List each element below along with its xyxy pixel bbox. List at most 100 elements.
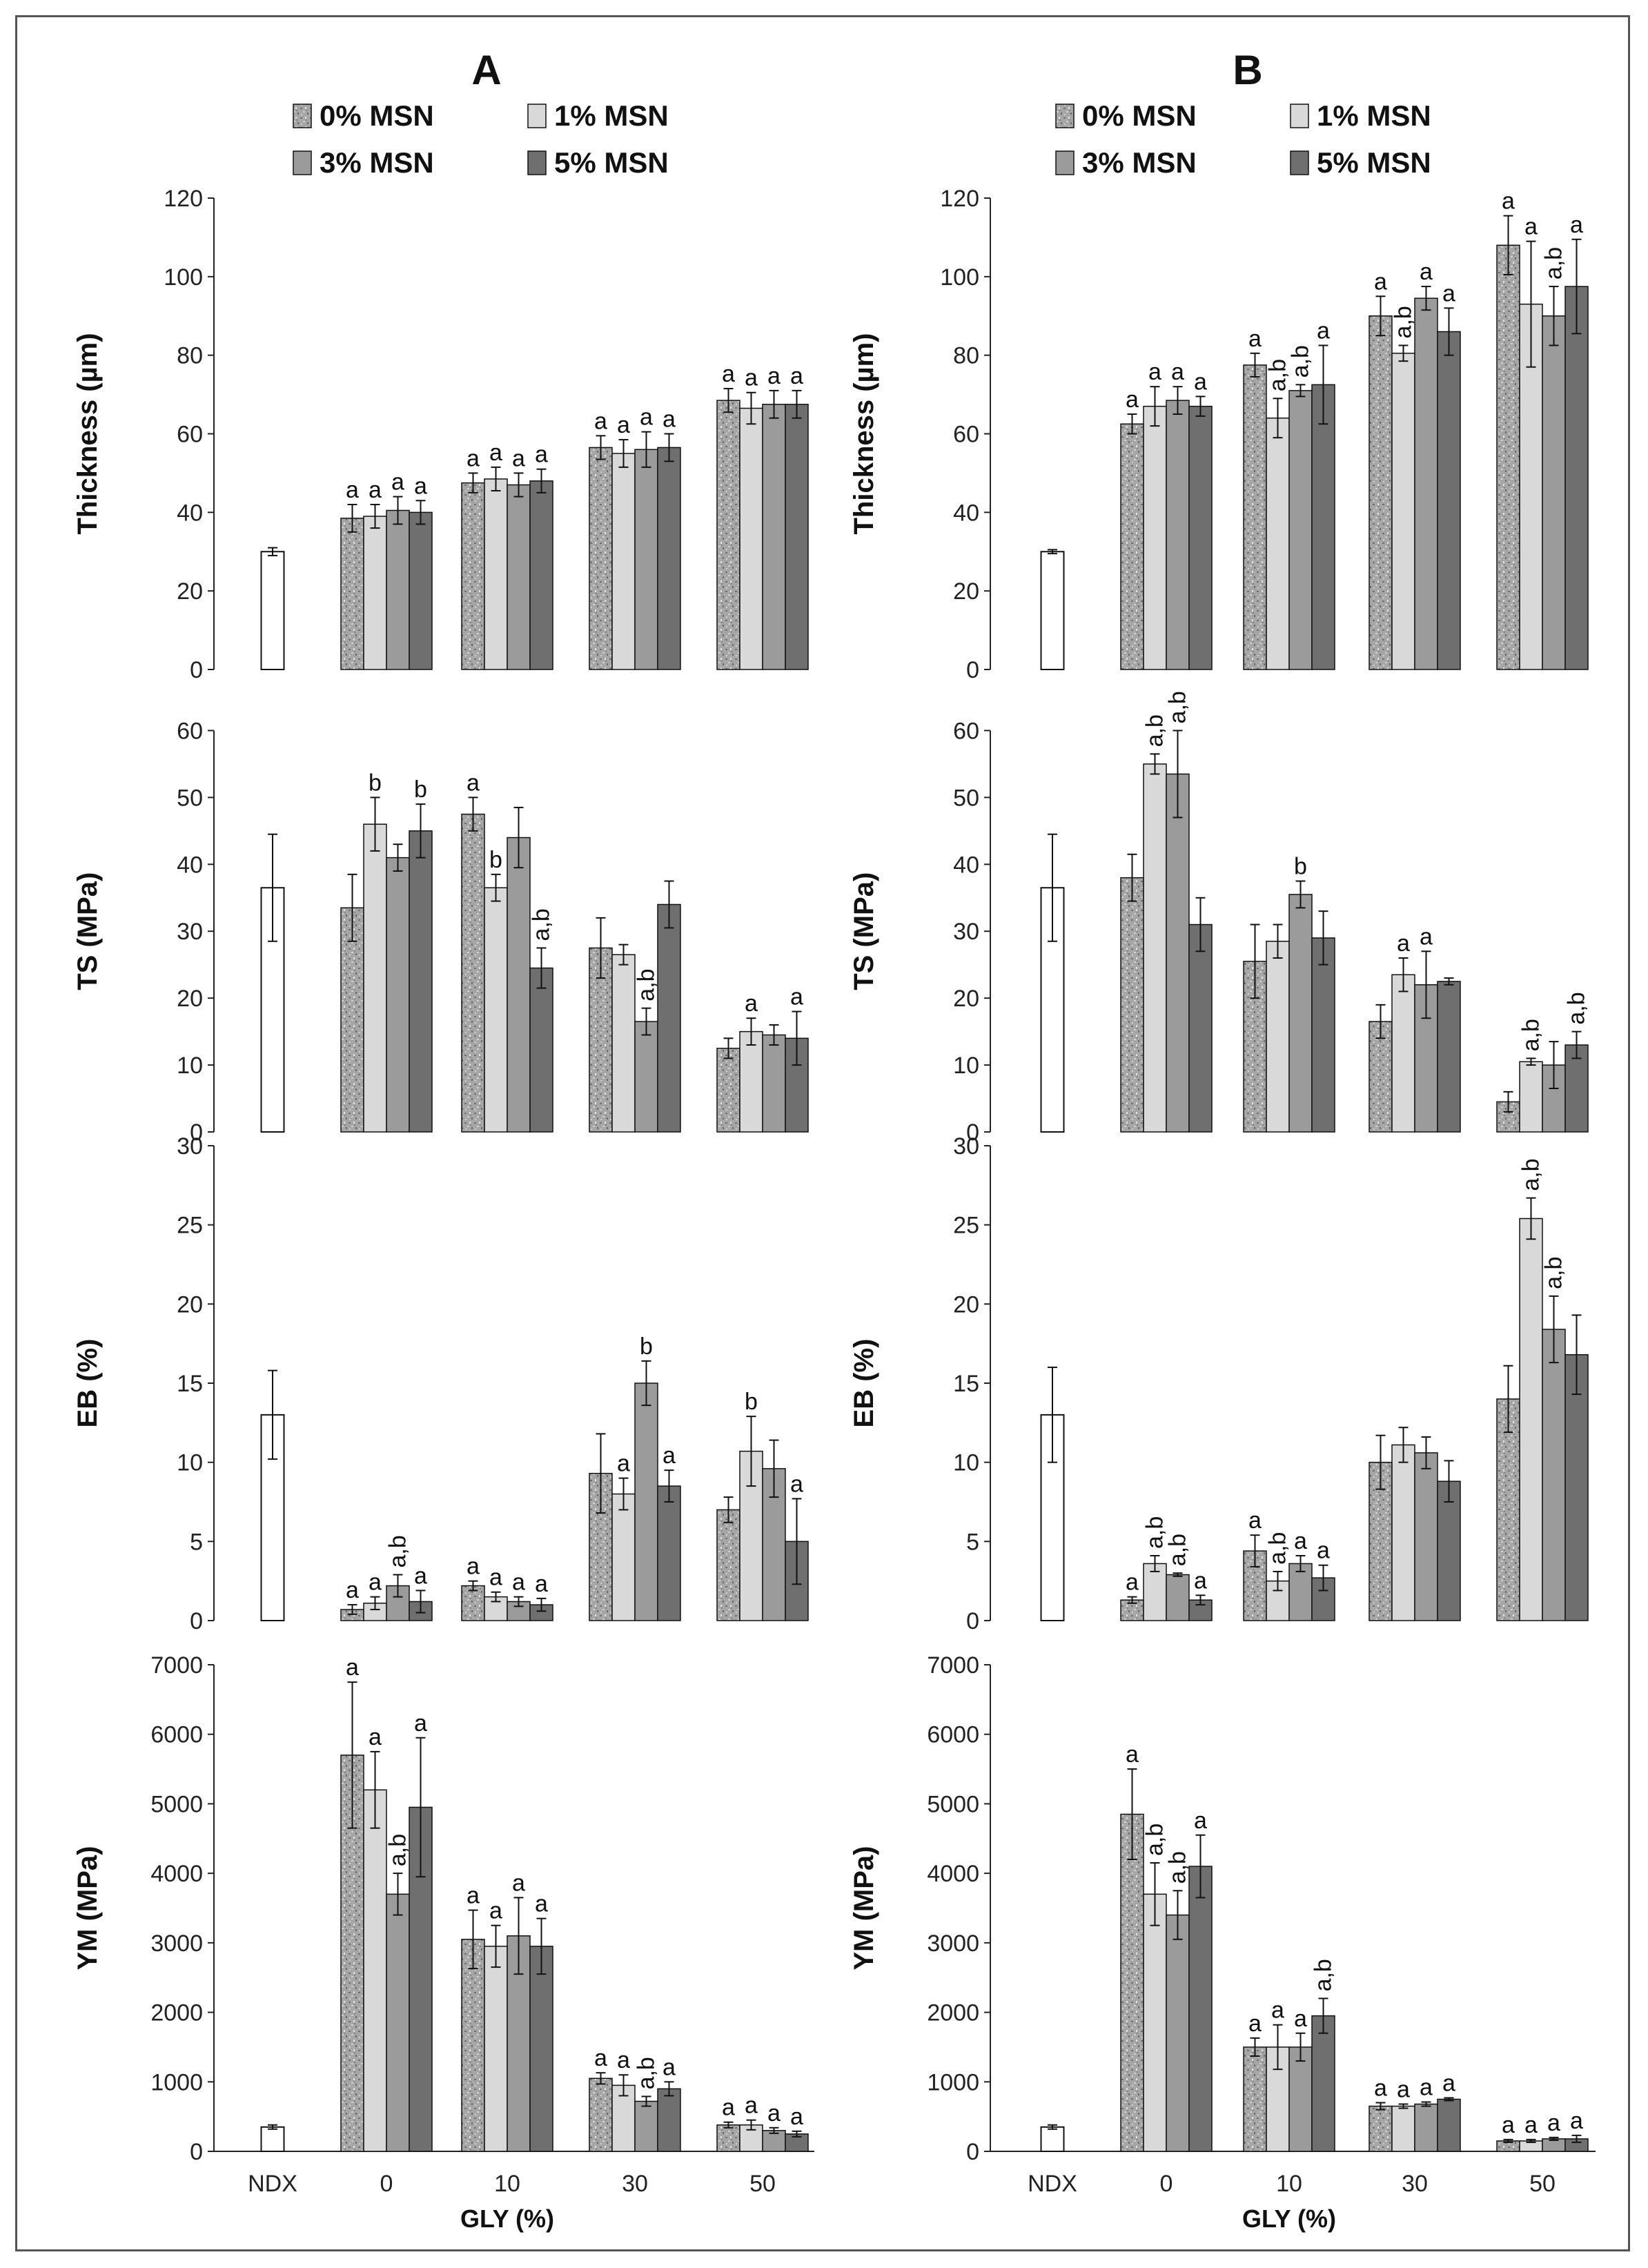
y-tick-label: 120 xyxy=(940,186,979,212)
significance-label: a,b xyxy=(634,2057,660,2089)
y-tick-label: 30 xyxy=(177,1133,203,1160)
y-tick-label: 0 xyxy=(966,657,979,683)
x-tick-label: 10 xyxy=(1276,2171,1302,2197)
y-tick-label: 10 xyxy=(177,1450,203,1476)
significance-label: a xyxy=(1126,1741,1139,1768)
y-tick-label: 40 xyxy=(177,500,203,526)
bar-1-msn xyxy=(1391,1444,1415,1621)
y-tick-label: 5 xyxy=(190,1529,203,1555)
significance-label: a xyxy=(617,412,630,438)
bar-0-msn xyxy=(716,2124,740,2152)
bar-ndx xyxy=(260,2126,285,2152)
bar-1-msn xyxy=(1391,974,1415,1133)
panel-a-ym: 0 1000 2000 3000 4000 5000 6000 7000 YM (MPa) NDX… xyxy=(72,1652,814,2233)
y-tick-label: 80 xyxy=(953,343,979,369)
significance-label: a xyxy=(745,2093,758,2119)
y-axis-title: TS (MPa) xyxy=(72,872,103,990)
significance-label: a xyxy=(512,1570,525,1596)
y-tick-label: 0 xyxy=(966,1120,979,1146)
y-axis-title: YM (MPa) xyxy=(849,1846,879,1971)
bar-1-msn xyxy=(1266,941,1290,1133)
y-tick-label: 0 xyxy=(190,2139,203,2165)
bar-3-msn xyxy=(634,449,658,670)
legend-swatch xyxy=(1290,104,1309,128)
bar-0-msn xyxy=(461,813,485,1133)
y-tick-label: 30 xyxy=(177,919,203,945)
y-tick-label: 50 xyxy=(953,785,979,811)
significance-label: a xyxy=(790,2104,803,2130)
y-tick-label: 40 xyxy=(953,852,979,878)
bar-5-msn xyxy=(1564,1044,1589,1133)
legend-entry: 3% MSN xyxy=(320,146,434,179)
legend-swatch xyxy=(1290,150,1309,175)
y-tick-label: 15 xyxy=(177,1371,203,1397)
significance-label: a xyxy=(1502,2112,1515,2138)
significance-label: a xyxy=(1294,1528,1307,1554)
significance-label: a xyxy=(1194,369,1207,395)
bar-3-msn xyxy=(386,857,410,1133)
significance-label: a xyxy=(767,363,781,389)
y-tick-label: 60 xyxy=(177,718,203,744)
bar-3-msn xyxy=(386,1893,410,2152)
bar-5-msn xyxy=(657,447,681,670)
legend-entry: 1% MSN xyxy=(554,99,669,132)
bar-5-msn xyxy=(1188,1866,1213,2152)
bar-5-msn xyxy=(409,830,433,1133)
significance-label: a xyxy=(594,2045,607,2071)
bar-3-msn xyxy=(1542,315,1566,670)
significance-label: a,b xyxy=(1142,1824,1168,1856)
bar-1-msn xyxy=(611,954,636,1133)
significance-label: a xyxy=(346,477,359,503)
y-tick-label: 0 xyxy=(190,1608,203,1634)
y-tick-label: 20 xyxy=(177,986,203,1012)
y-tick-label: 6000 xyxy=(927,1722,979,1748)
bar-3-msn xyxy=(1288,390,1313,670)
bar-5-msn xyxy=(657,2088,681,2152)
x-axis-title: GLY (%) xyxy=(1242,2205,1336,2233)
significance-label: a,b xyxy=(1165,1534,1191,1566)
bar-1-msn xyxy=(363,1789,387,2152)
significance-label: a,b xyxy=(1518,1158,1544,1191)
legend-swatch xyxy=(1055,104,1075,128)
bar-0-msn xyxy=(1120,423,1144,670)
bar-5-msn xyxy=(1311,2015,1335,2152)
significance-label: a xyxy=(1171,359,1184,385)
significance-label: a xyxy=(1420,259,1433,285)
significance-label: a xyxy=(467,1883,480,1909)
significance-label: a xyxy=(1148,359,1161,385)
bar-0-msn xyxy=(1243,2046,1267,2152)
bar-1-msn xyxy=(1143,1893,1167,2152)
significance-label: a,b xyxy=(1518,1019,1544,1051)
y-tick-label: 2000 xyxy=(927,2000,979,2026)
significance-label: a xyxy=(663,2054,676,2080)
y-tick-label: 4000 xyxy=(927,1861,979,1887)
bar-1-msn xyxy=(363,823,387,1133)
significance-label: a xyxy=(617,1451,630,1477)
y-tick-label: 20 xyxy=(177,578,203,605)
significance-label: a xyxy=(1420,2074,1433,2100)
bar-3-msn xyxy=(762,1034,786,1133)
bar-0-msn xyxy=(1243,364,1267,670)
bar-5-msn xyxy=(1188,405,1213,670)
y-tick-label: 100 xyxy=(940,264,979,291)
bar-0-msn xyxy=(1120,877,1144,1133)
significance-label: a xyxy=(790,1471,803,1497)
significance-label: a xyxy=(1374,2075,1387,2102)
y-tick-label: 3000 xyxy=(927,1930,979,1957)
y-tick-label: 4000 xyxy=(150,1861,203,1887)
significance-label: a xyxy=(790,984,803,1010)
bar-1-msn xyxy=(739,407,763,670)
bar-ndx xyxy=(260,551,285,670)
y-tick-label: 10 xyxy=(953,1450,979,1476)
significance-label: a xyxy=(1248,326,1262,352)
y-tick-label: 5 xyxy=(966,1529,979,1555)
x-tick-label: 30 xyxy=(1402,2171,1428,2197)
significance-label: a,b xyxy=(1288,345,1314,378)
bar-5-msn xyxy=(529,480,553,670)
y-tick-label: 20 xyxy=(953,578,979,605)
bar-1-msn xyxy=(484,1946,508,2152)
significance-label: a xyxy=(1420,923,1433,950)
significance-label: a,b xyxy=(1541,247,1567,280)
y-tick-label: 20 xyxy=(953,1291,979,1318)
bar-5-msn xyxy=(657,903,681,1133)
